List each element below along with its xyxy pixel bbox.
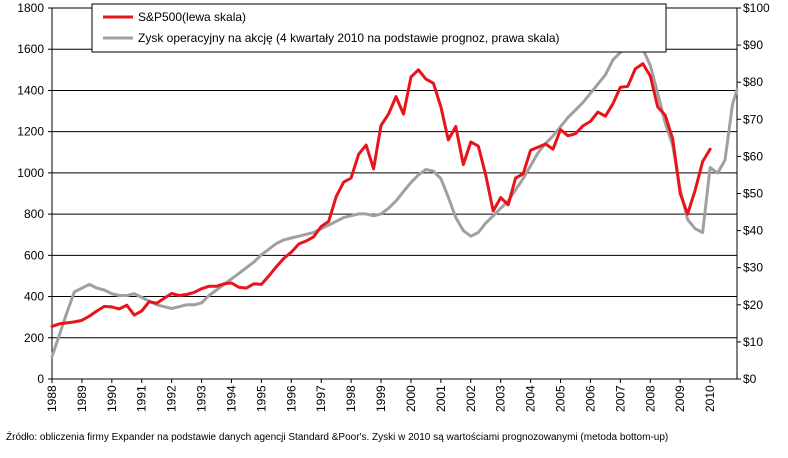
right-tick-label: $40 xyxy=(743,224,763,238)
right-tick-label: $80 xyxy=(743,75,763,89)
x-tick-label: 2005 xyxy=(554,385,568,412)
x-tick-label: 1996 xyxy=(284,385,298,412)
left-tick-label: 800 xyxy=(24,207,44,221)
left-tick-label: 400 xyxy=(24,290,44,304)
right-tick-label: $50 xyxy=(743,187,763,201)
x-tick-label: 1993 xyxy=(195,385,209,412)
x-tick-label: 1989 xyxy=(75,385,89,412)
right-tick-label: $70 xyxy=(743,112,763,126)
x-tick-label: 2009 xyxy=(673,385,687,412)
x-axis-ticks: 1988 1989 1990 1991 1992 1993 1994 1995 1996 1997… xyxy=(45,379,717,412)
legend-label-sp500: S&P500(lewa skala) xyxy=(138,10,246,24)
x-tick-label: 1990 xyxy=(105,385,119,412)
left-tick-label: 600 xyxy=(24,248,44,262)
series-layer xyxy=(50,39,739,359)
left-tick-label: 200 xyxy=(24,331,44,345)
x-tick-label: 1997 xyxy=(314,385,328,412)
x-tick-label: 2006 xyxy=(583,385,597,412)
x-tick-label: 1992 xyxy=(165,385,179,412)
x-tick-label: 2003 xyxy=(494,385,508,412)
series-line-eps xyxy=(50,39,739,359)
legend-box xyxy=(91,3,667,53)
left-tick-label: 1800 xyxy=(17,1,44,15)
x-tick-label: 2007 xyxy=(613,385,627,412)
gridlines xyxy=(52,7,737,380)
right-tick-label: $20 xyxy=(743,298,763,312)
right-tick-label: $0 xyxy=(743,372,757,386)
source-note: Źródło: obliczenia firmy Expander na pod… xyxy=(6,432,669,443)
legend: S&P500(lewa skala) Zysk operacyjny na ak… xyxy=(91,3,667,53)
left-tick-label: 1000 xyxy=(17,166,44,180)
left-tick-label: 1200 xyxy=(17,125,44,139)
x-tick-label: 1995 xyxy=(254,385,268,412)
x-tick-label: 2001 xyxy=(434,385,448,412)
legend-label-eps: Zysk operacyjny na akcję (4 kwartały 201… xyxy=(138,31,560,45)
left-tick-label: 0 xyxy=(37,372,44,386)
left-tick-label: 1600 xyxy=(17,42,44,56)
left-axis-ticks: 0 200 400 600 800 1000 1200 1400 1600 1800 xyxy=(17,1,52,386)
right-axis-ticks: $0 $10 $20 $30 $40 $50 $60 $70 $80 $90 $100 xyxy=(737,1,770,386)
x-tick-label: 2004 xyxy=(524,385,538,412)
x-tick-label: 2000 xyxy=(404,385,418,412)
right-tick-label: $10 xyxy=(743,335,763,349)
left-tick-label: 1400 xyxy=(17,83,44,97)
x-tick-label: 1994 xyxy=(224,385,238,412)
x-tick-label: 2002 xyxy=(464,385,478,412)
right-tick-label: $60 xyxy=(743,149,763,163)
x-tick-label: 1988 xyxy=(45,385,59,412)
x-tick-label: 1998 xyxy=(344,385,358,412)
x-tick-label: 2008 xyxy=(643,385,657,412)
right-tick-label: $30 xyxy=(743,261,763,275)
x-tick-label: 2010 xyxy=(703,385,717,412)
series-line-sp500 xyxy=(50,62,712,328)
x-tick-label: 1991 xyxy=(135,385,149,412)
x-tick-label: 1999 xyxy=(374,385,388,412)
right-tick-label: $90 xyxy=(743,38,763,52)
right-tick-label: $100 xyxy=(743,1,770,15)
